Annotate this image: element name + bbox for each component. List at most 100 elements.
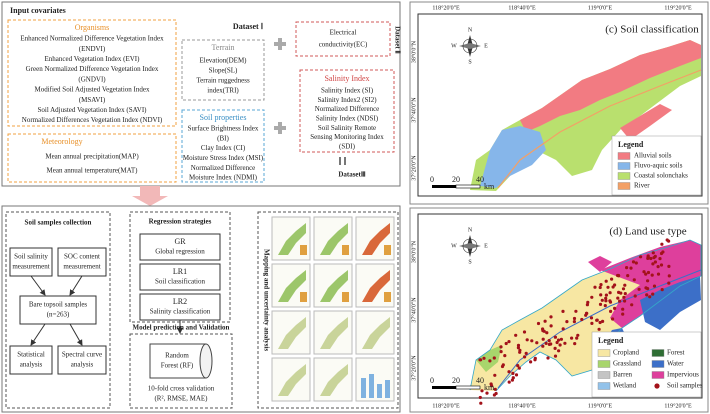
- legend-label: Wetland: [613, 382, 637, 390]
- group-title: Organisms: [75, 23, 110, 32]
- sample-dot: [493, 373, 497, 377]
- thumb-shape: [362, 317, 390, 349]
- thumb-shape: [278, 223, 306, 255]
- covariate: index(TRI): [207, 87, 239, 95]
- sample-dot: [599, 283, 603, 287]
- sample-dot: [511, 371, 515, 375]
- sample-dot: [652, 256, 656, 260]
- covariate: (SDI): [339, 142, 356, 150]
- sample-dot: [604, 299, 608, 303]
- equals-icon: [339, 157, 346, 165]
- thumb-legend: [342, 292, 349, 302]
- node-box: [57, 247, 107, 277]
- thumb-shape: [320, 364, 348, 396]
- samples-box: [5, 211, 111, 409]
- sample-dot: [595, 318, 599, 322]
- sample-dot: [616, 273, 621, 278]
- compass: [459, 43, 481, 49]
- sample-dot: [618, 299, 622, 303]
- covariate: (GNDVI): [78, 75, 106, 83]
- legend-label: Alluvial soils: [634, 152, 672, 160]
- dataset-label: Dataset Ⅰ: [233, 22, 263, 31]
- panel-title: Input covariates: [10, 6, 66, 15]
- sample-dot: [646, 279, 650, 283]
- sample-dot: [649, 256, 653, 261]
- legend-label: Impervious: [667, 371, 699, 379]
- lon-label: 119°20'0"E: [664, 402, 692, 409]
- legend-label: Coastal solonchaks: [634, 172, 688, 180]
- sample-dot: [651, 262, 655, 266]
- sample-dot: [653, 260, 658, 264]
- sample-dot: [549, 315, 553, 319]
- region: [476, 345, 502, 372]
- covariate: Moisture Stress Index (MSI): [183, 154, 264, 162]
- thumb-shape: [320, 270, 348, 302]
- covariate: Surface Brightness Index: [188, 125, 259, 133]
- sample-dot: [604, 279, 608, 283]
- flow-arrow: [132, 186, 168, 206]
- sample-dot: [616, 296, 620, 300]
- sample-dot: [660, 288, 664, 292]
- sample-dot: [644, 286, 648, 290]
- sample-dot: [545, 331, 549, 335]
- sample-dot: [503, 354, 507, 358]
- sample-dot: [485, 391, 489, 395]
- regression-box: [129, 211, 231, 323]
- lon-label: 119°0'0"E: [588, 402, 613, 409]
- node-box: [9, 345, 53, 375]
- sample-dot: [553, 354, 558, 358]
- sample-dot: [478, 395, 482, 400]
- sample-dot: [536, 321, 541, 326]
- node-label: measurement: [12, 263, 49, 271]
- legend-label: Barren: [613, 371, 633, 379]
- sample-dot: [507, 370, 511, 374]
- sample-dot: [535, 341, 539, 345]
- lat-label: 37°40'0"N: [410, 297, 417, 323]
- plus-icon: [274, 38, 286, 50]
- sample-dot: [490, 384, 494, 388]
- sample-dot: [634, 261, 638, 265]
- legend-title: Legend: [618, 140, 644, 149]
- legend-swatch: [617, 152, 631, 160]
- sample-dot: [541, 344, 545, 348]
- legend-label: River: [634, 182, 650, 190]
- sample-dot: [604, 293, 609, 297]
- lon-label: 118°40'0"E: [508, 402, 536, 409]
- sample-dot: [514, 333, 518, 337]
- sample-dot: [493, 387, 497, 391]
- covariate: conductivity(EC): [319, 41, 368, 49]
- region: [640, 276, 701, 330]
- sample-dot: [563, 341, 567, 345]
- strategy-label: Soil classification: [155, 278, 205, 286]
- sample-dot: [626, 274, 630, 278]
- sample-dot: [621, 312, 625, 316]
- sample-dot: [516, 346, 521, 350]
- compass-letter: W: [451, 43, 457, 49]
- lon-label: 118°20'0"E: [432, 402, 460, 409]
- legend-label: Cropland: [613, 349, 640, 357]
- covariate: Mean annual temperature(MAT): [47, 167, 139, 175]
- legend-label: Forest: [667, 349, 685, 357]
- sample-dot: [500, 364, 505, 369]
- compass-ring: [462, 38, 478, 54]
- sample-dot: [625, 266, 629, 270]
- sample-dot: [598, 320, 602, 325]
- covariate: Terrain ruggedness: [196, 77, 250, 85]
- legend-swatch: [617, 162, 631, 170]
- lat-label: 37°40'0"N: [410, 97, 417, 123]
- sample-dot: [570, 336, 574, 340]
- compass-letter: E: [484, 243, 488, 249]
- sample-dot: [651, 292, 655, 296]
- legend-swatch: [617, 172, 631, 180]
- sample-dot: [517, 366, 521, 370]
- lon-label: 119°20'0"E: [664, 4, 692, 11]
- node-box: [57, 345, 107, 375]
- sample-dot: [516, 343, 521, 347]
- sample-dot: [546, 356, 550, 360]
- sample-dot: [574, 309, 578, 313]
- scale-bar: [455, 385, 481, 390]
- sample-dot: [642, 270, 646, 274]
- sample-dot: [656, 272, 661, 276]
- compass-letter: N: [468, 227, 473, 233]
